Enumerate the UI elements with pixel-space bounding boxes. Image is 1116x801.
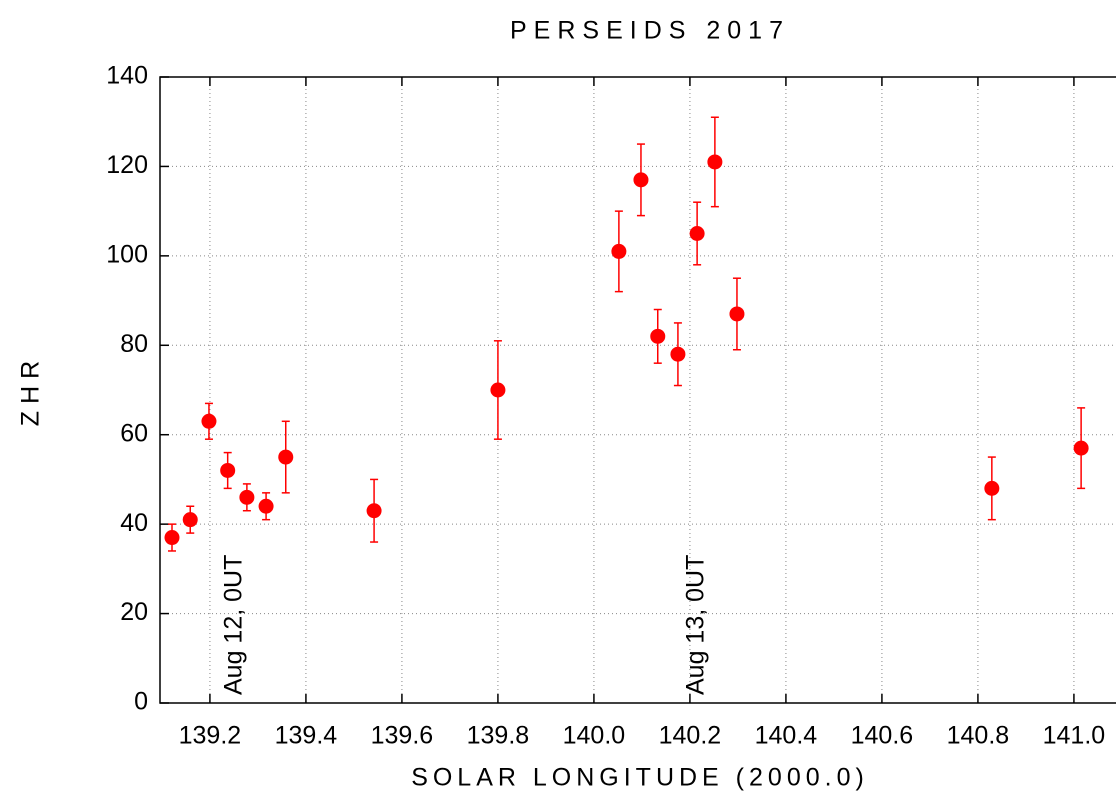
x-tick-label: 139.8 <box>467 722 530 750</box>
data-point <box>633 172 649 188</box>
x-tick-label: 140.6 <box>851 722 914 750</box>
x-tick-label: 140.8 <box>947 722 1010 750</box>
chart-title: PERSEIDS 2017 <box>510 17 790 45</box>
y-tick-label: 140 <box>106 62 148 90</box>
data-point <box>278 449 294 465</box>
annotation: Aug 13, 0UT <box>682 555 710 695</box>
y-tick-label: 120 <box>106 151 148 179</box>
y-tick-label: 60 <box>120 419 148 447</box>
x-tick-label: 139.2 <box>179 722 242 750</box>
data-point <box>729 306 745 322</box>
data-point <box>258 498 274 514</box>
x-tick-label: 139.6 <box>371 722 434 750</box>
annotation: Aug 12, 0UT <box>220 555 248 695</box>
y-tick-label: 80 <box>120 330 148 358</box>
x-tick-label: 139.4 <box>275 722 338 750</box>
x-axis-label: SOLAR LONGITUDE (2000.0) <box>411 764 869 792</box>
data-point <box>220 462 236 478</box>
data-point <box>201 413 217 429</box>
y-tick-label: 100 <box>106 240 148 268</box>
y-tick-label: 20 <box>120 598 148 626</box>
x-tick-label: 140.4 <box>755 722 818 750</box>
data-point <box>707 154 723 170</box>
data-point <box>650 328 666 344</box>
data-point <box>239 489 255 505</box>
plot-frame <box>159 76 1116 704</box>
data-point <box>670 346 686 362</box>
data-point <box>1073 440 1089 456</box>
x-tick-label: 141.0 <box>1043 722 1106 750</box>
x-tick-label: 140.2 <box>659 722 722 750</box>
data-point <box>984 480 1000 496</box>
data-point <box>689 226 705 241</box>
data-point <box>366 503 382 519</box>
data-point <box>164 530 180 546</box>
data-point <box>490 382 506 398</box>
data-point <box>182 512 198 528</box>
y-tick-label: 0 <box>134 688 148 716</box>
x-tick-label: 140.0 <box>563 722 626 750</box>
y-tick-label: 40 <box>120 509 148 537</box>
y-axis-label: ZHR <box>17 354 45 426</box>
data-point <box>611 243 627 259</box>
